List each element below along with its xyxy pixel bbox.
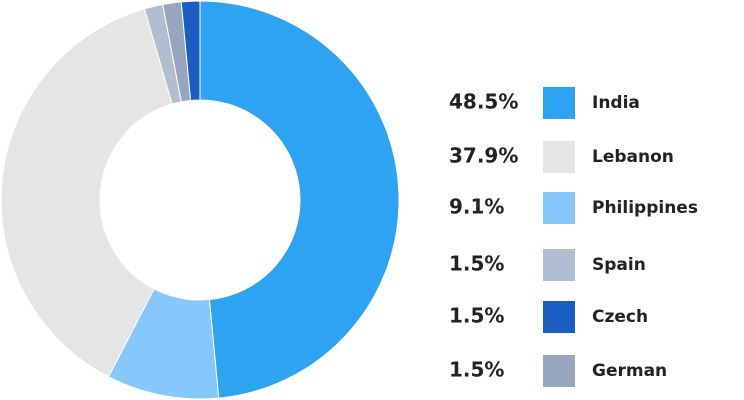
value-label: 37.9%	[449, 144, 518, 168]
slice	[180, 0, 201, 101]
legend-label: India	[592, 93, 640, 113]
legend-label: Lebanon	[592, 147, 674, 167]
legend-swatch	[543, 87, 575, 119]
legend-swatch	[543, 301, 575, 333]
value-label: 9.1%	[449, 195, 504, 219]
slice	[0, 8, 173, 378]
legend-swatch	[543, 249, 575, 281]
legend-label: German	[592, 361, 667, 381]
legend-swatch	[543, 141, 575, 173]
legend-label: Spain	[592, 255, 646, 275]
value-label: 1.5%	[449, 252, 504, 276]
legend-label: Czech	[592, 307, 648, 327]
value-label: 48.5%	[449, 90, 518, 114]
legend-swatch	[543, 355, 575, 387]
slice	[199, 0, 400, 399]
value-label: 1.5%	[449, 304, 504, 328]
value-label: 1.5%	[449, 358, 504, 382]
legend-label: Philippines	[592, 198, 698, 218]
legend-swatch	[543, 192, 575, 224]
